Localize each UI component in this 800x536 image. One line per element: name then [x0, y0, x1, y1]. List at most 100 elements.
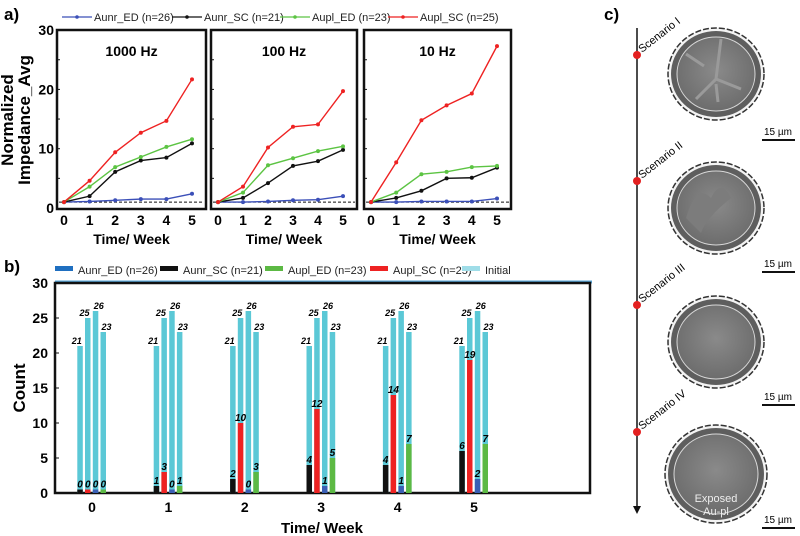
initial-bar	[245, 311, 252, 493]
initial-bar-label: 21	[376, 336, 387, 346]
series-bar-label: 0	[100, 480, 106, 491]
series-bar-label: 10	[235, 413, 247, 424]
y-axis-label: Impedance_Avg	[15, 55, 34, 185]
data-point	[444, 199, 449, 204]
data-point	[113, 150, 118, 155]
x-tick-label: 5	[470, 499, 478, 515]
series-bar	[406, 444, 412, 493]
series-line	[370, 45, 498, 203]
series-bar-label: 2	[474, 469, 481, 480]
y-tick-label: 5	[40, 450, 48, 466]
data-point	[138, 197, 143, 202]
data-point	[291, 124, 295, 129]
series-bar-label: 0	[77, 480, 83, 491]
data-point	[216, 200, 220, 205]
data-point	[369, 200, 373, 205]
timeline-dot	[633, 428, 641, 436]
subplot-title: 10 Hz	[419, 43, 456, 59]
data-point	[266, 145, 270, 150]
data-point	[495, 44, 499, 49]
data-point	[341, 147, 345, 152]
series-line	[63, 193, 193, 203]
data-point	[138, 130, 143, 135]
initial-bar-label: 26	[169, 301, 181, 311]
initial-bar-label: 25	[308, 308, 320, 318]
series-line	[217, 145, 344, 203]
data-point	[291, 156, 295, 161]
data-point	[316, 159, 320, 164]
series-bar-label: 2	[229, 469, 236, 480]
data-point	[316, 149, 320, 154]
initial-bar	[100, 332, 106, 493]
y-tick-label: 0	[40, 485, 48, 501]
legend-label: Aupl_SC (n=25)	[420, 12, 499, 24]
y-tick-label: 30	[32, 275, 48, 291]
series-line	[370, 167, 498, 203]
data-point	[113, 165, 118, 170]
initial-bar	[169, 311, 175, 493]
data-point	[341, 194, 345, 199]
x-tick-label: 1	[165, 499, 173, 515]
series-bar	[482, 444, 488, 493]
data-point	[241, 190, 245, 195]
x-tick-label: 3	[443, 212, 451, 228]
timeline-dot	[633, 301, 641, 309]
initial-bar-label: 23	[483, 322, 494, 332]
data-point	[138, 155, 143, 160]
sem-surface	[673, 433, 759, 515]
data-point	[341, 89, 345, 94]
x-tick-label: 0	[60, 212, 68, 228]
y-tick-label: 30	[38, 22, 54, 38]
data-point	[444, 176, 449, 181]
series-line	[63, 138, 193, 203]
series-line	[370, 165, 498, 203]
x-tick-label: 3	[137, 212, 145, 228]
legend-label: Aupl_ED (n=23)	[288, 265, 367, 277]
series-bar	[459, 451, 465, 493]
series-bar	[77, 489, 83, 493]
initial-bar	[153, 346, 160, 493]
data-point	[87, 199, 92, 204]
week-group-1: 1 26 0 21 1 23 1 25 3	[147, 301, 188, 515]
x-tick-label: 3	[317, 499, 325, 515]
x-tick-label: 3	[289, 212, 297, 228]
series-bar	[382, 465, 389, 493]
initial-bar-label: 23	[330, 322, 341, 332]
initial-bar-label: 26	[93, 301, 105, 311]
data-point	[419, 199, 424, 204]
scale-bar-label: 15 µm	[764, 127, 792, 138]
series-bar	[153, 486, 160, 493]
sem-surface	[676, 304, 756, 380]
data-point	[495, 163, 499, 168]
initial-bar-label: 25	[384, 308, 396, 318]
legend-swatch	[265, 266, 283, 271]
week-group-4: 4 26 1 21 4 23 7 25 14	[376, 301, 417, 515]
data-point	[419, 172, 424, 177]
annotation-text: Au-pl	[703, 506, 729, 518]
initial-bar-label: 25	[460, 308, 472, 318]
series-bar-label: 6	[459, 441, 465, 452]
series-bar	[161, 472, 167, 493]
data-point	[419, 188, 424, 193]
data-point	[266, 163, 270, 168]
legend-label: Aunr_ED (n=26)	[78, 265, 158, 277]
initial-bar	[474, 311, 481, 493]
series-bar	[176, 486, 183, 493]
x-tick-label: 0	[88, 499, 96, 515]
data-point	[190, 141, 194, 146]
series-line	[217, 149, 344, 203]
series-bar	[253, 472, 259, 493]
y-tick-label: 10	[38, 141, 54, 157]
y-tick-label: 20	[38, 81, 54, 97]
initial-bar-label: 23	[406, 322, 417, 332]
legend-marker	[401, 15, 405, 19]
series-line	[63, 142, 193, 203]
data-point	[469, 199, 474, 204]
annotation-text: Exposed	[695, 493, 738, 505]
x-tick-label: 4	[394, 499, 402, 515]
panel-label-b: b)	[4, 257, 20, 276]
series-bar-label: 1	[177, 476, 183, 487]
x-tick-label: 0	[214, 212, 222, 228]
